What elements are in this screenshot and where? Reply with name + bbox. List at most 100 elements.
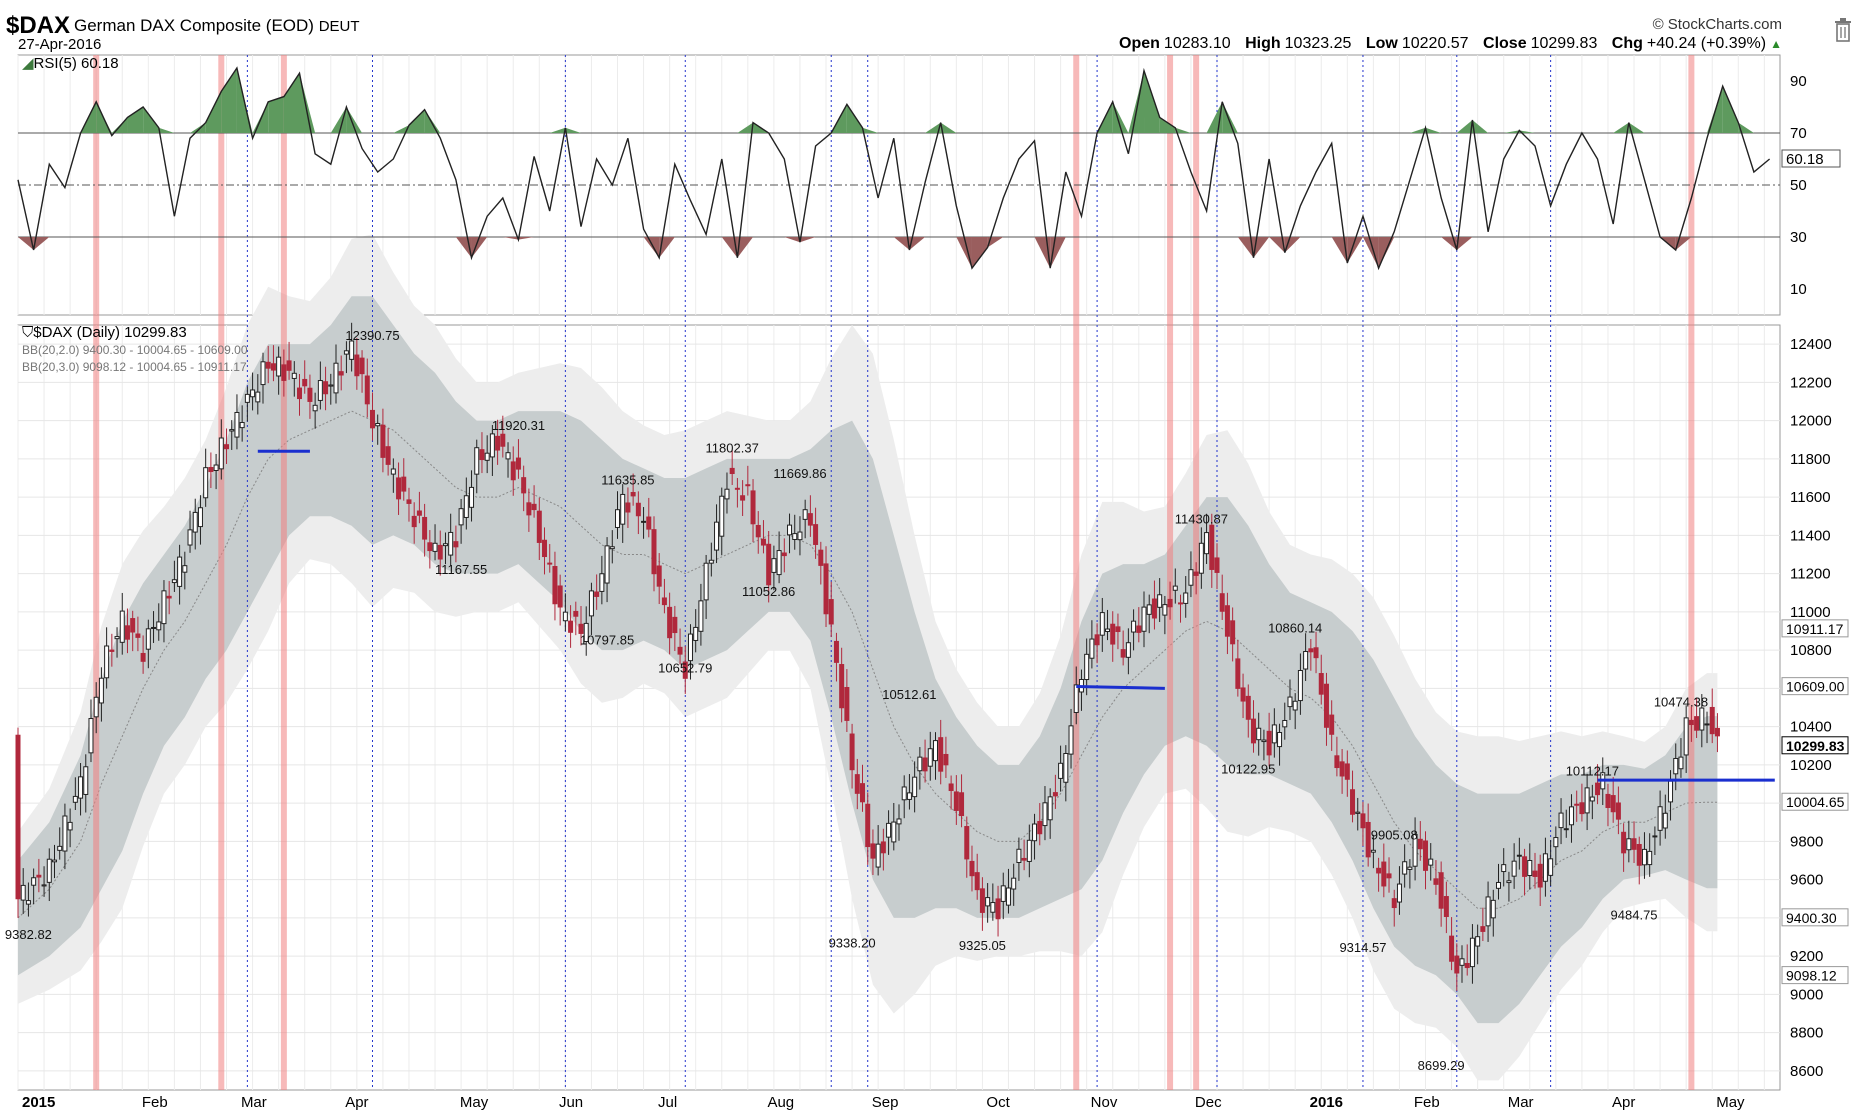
candle-body [646, 516, 652, 530]
month-label: Oct [986, 1094, 1010, 1111]
price-annotation: 10512.61 [882, 687, 936, 702]
candle-body [1589, 796, 1595, 802]
price-annotation: 11052.86 [742, 584, 795, 599]
candle-body [1131, 620, 1137, 633]
price-level-label: 10911.17 [1786, 621, 1844, 637]
rsi-oversold-fill [502, 237, 519, 240]
candle-body [302, 378, 308, 387]
candle-body [1475, 936, 1481, 947]
candle-body [630, 491, 636, 497]
price-tick-label: 11400 [1790, 527, 1831, 544]
candle-body [1542, 853, 1548, 882]
candle-body [1454, 955, 1460, 974]
candle-body [83, 766, 89, 795]
candle-body [46, 858, 52, 883]
candle-body [568, 620, 574, 633]
price-legend: ⛉$DAX (Daily) 10299.83 [22, 324, 187, 341]
candle-body [651, 529, 657, 575]
candle-body [1495, 881, 1501, 889]
candle-body [766, 543, 772, 586]
candle-body [1433, 878, 1439, 885]
rsi-overbought-fill [143, 107, 159, 133]
rsi-oversold-fill [1034, 237, 1051, 269]
rsi-oversold-fill [659, 237, 675, 258]
candle-body [255, 391, 261, 403]
candle-body [1282, 719, 1288, 728]
rsi-overbought-fill [1472, 120, 1489, 133]
rsi-tick-label: 90 [1790, 73, 1807, 90]
price-legend-icon: ⛉ [22, 324, 34, 341]
price-annotation: 11802.37 [706, 440, 759, 455]
price-annotation: 9382.82 [5, 927, 52, 942]
rsi-current-box [1781, 149, 1841, 168]
candle-body [1631, 838, 1637, 850]
rsi-overbought-fill [1707, 86, 1723, 133]
month-label: Mar [241, 1094, 267, 1111]
price-tick-label: 12200 [1790, 374, 1832, 391]
symbol-title: $DAX [6, 12, 71, 39]
candle-body [1167, 598, 1173, 608]
month-label: Sep [872, 1094, 899, 1111]
candle-body [880, 841, 886, 854]
candle-body [708, 559, 714, 564]
candle-body [67, 821, 73, 831]
rsi-overbought-fill [1112, 101, 1129, 133]
rsi-overbought-fill [1425, 127, 1442, 133]
candle-body [635, 502, 641, 517]
candle-body [323, 381, 329, 395]
red-event-line [1688, 55, 1695, 1090]
candle-body [109, 649, 115, 652]
candle-body [656, 565, 662, 587]
candle-body [839, 664, 845, 709]
price-annotations: 12390.75 11920.31 11635.85 11802.37 11669.86… [5, 328, 1708, 1073]
price-tick-label: 11800 [1790, 451, 1831, 468]
candle-body [620, 493, 626, 525]
candle-body [870, 843, 876, 859]
candle-body [672, 616, 678, 634]
candle-body [1052, 792, 1058, 797]
candle-body [505, 452, 511, 460]
price-annotation: 11167.55 [435, 562, 487, 577]
trend-lines[interactable] [257, 449, 1775, 782]
brand-label[interactable]: © StockCharts.com [1652, 16, 1782, 33]
candle-body [286, 360, 292, 371]
candle-body [1266, 730, 1272, 756]
candle-body [416, 510, 422, 516]
rsi-oversold-fill [471, 237, 488, 258]
candle-body [1313, 647, 1319, 659]
candle-body [1360, 813, 1366, 829]
rsi-overbought-fill [565, 127, 582, 133]
bb2-legend: BB(20,3.0) 9098.12 - 10004.65 - 10911.17 [22, 360, 247, 374]
candle-body [1105, 628, 1111, 632]
candle-body [854, 774, 860, 794]
candle-body [1428, 858, 1434, 866]
rsi-oversold-fill [1441, 237, 1457, 250]
candle-body [442, 543, 448, 547]
candle-body [307, 387, 313, 402]
candle-body [1522, 856, 1528, 877]
trash-icon[interactable] [1834, 18, 1852, 42]
month-label: Feb [1414, 1094, 1440, 1111]
month-label: May [1716, 1094, 1745, 1111]
candle-body [20, 884, 26, 901]
candle-body [208, 467, 214, 473]
candle-body [396, 477, 402, 500]
rsi-overbought-fill [221, 68, 237, 133]
candle-body [912, 776, 918, 798]
candle-body [349, 340, 355, 360]
candle-body [906, 792, 912, 800]
candle-body [244, 393, 250, 403]
candle-body [661, 597, 667, 606]
candle-body [1334, 755, 1340, 769]
candle-body [1699, 707, 1705, 731]
candle-body [781, 552, 787, 557]
close-label: Close [1483, 35, 1527, 52]
candle-body [1662, 812, 1668, 829]
candle-body [1673, 757, 1679, 775]
candle-body [536, 510, 542, 543]
candle-body [250, 389, 256, 398]
rsi-overbought-fill [283, 73, 300, 133]
open-value: 10283.10 [1163, 35, 1231, 52]
candle-body [1172, 585, 1178, 591]
